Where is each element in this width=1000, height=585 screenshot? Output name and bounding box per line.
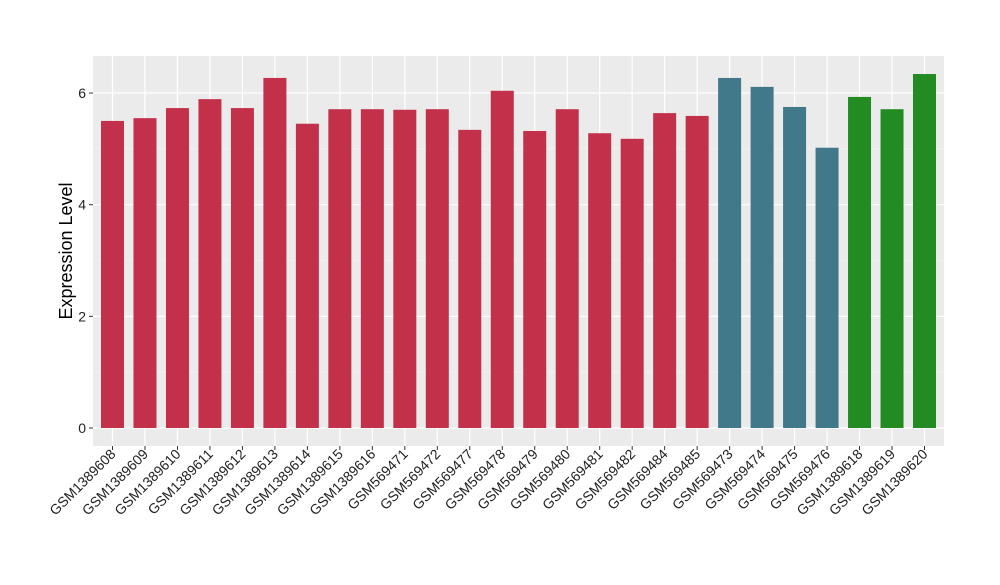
- bar-GSM569484: [653, 113, 677, 428]
- bar-GSM1389612: [230, 108, 254, 428]
- bar-GSM569472: [425, 109, 449, 429]
- bars: [101, 74, 936, 429]
- bar-GSM1389613: [263, 77, 287, 429]
- y-tick-label: 2: [78, 308, 86, 324]
- bar-GSM1389609: [133, 118, 157, 429]
- y-axis-title: Expression Level: [56, 182, 76, 319]
- bar-GSM569471: [393, 109, 417, 429]
- bar-GSM1389619: [880, 109, 904, 429]
- y-tick-label: 6: [78, 85, 86, 101]
- bar-GSM1389608: [101, 120, 124, 428]
- y-axis: 0 2 4 6: [78, 85, 93, 436]
- bar-GSM1389615: [328, 109, 352, 429]
- y-tick-label: 0: [78, 420, 86, 436]
- bar-GSM569474: [750, 86, 774, 429]
- bar-GSM569476: [815, 147, 839, 428]
- bar-GSM569479: [523, 130, 547, 428]
- bar-GSM569473: [718, 77, 742, 429]
- x-axis: GSM1389608GSM1389609GSM1389610GSM1389611…: [46, 446, 931, 519]
- bar-GSM1389620: [913, 74, 936, 428]
- bar-GSM1389618: [848, 96, 872, 428]
- bar-GSM1389616: [360, 109, 384, 429]
- bar-GSM569485: [685, 115, 709, 428]
- bar-GSM1389610: [165, 108, 189, 428]
- bar-GSM569480: [555, 109, 579, 429]
- bar-GSM569475: [783, 106, 807, 428]
- bar-GSM569477: [458, 129, 482, 428]
- bar-GSM569481: [588, 133, 612, 429]
- bar-GSM569478: [490, 90, 514, 428]
- y-tick-label: 4: [78, 197, 86, 213]
- bar-GSM1389611: [198, 99, 222, 428]
- bar-GSM569482: [620, 138, 644, 428]
- bar-GSM1389614: [295, 123, 319, 428]
